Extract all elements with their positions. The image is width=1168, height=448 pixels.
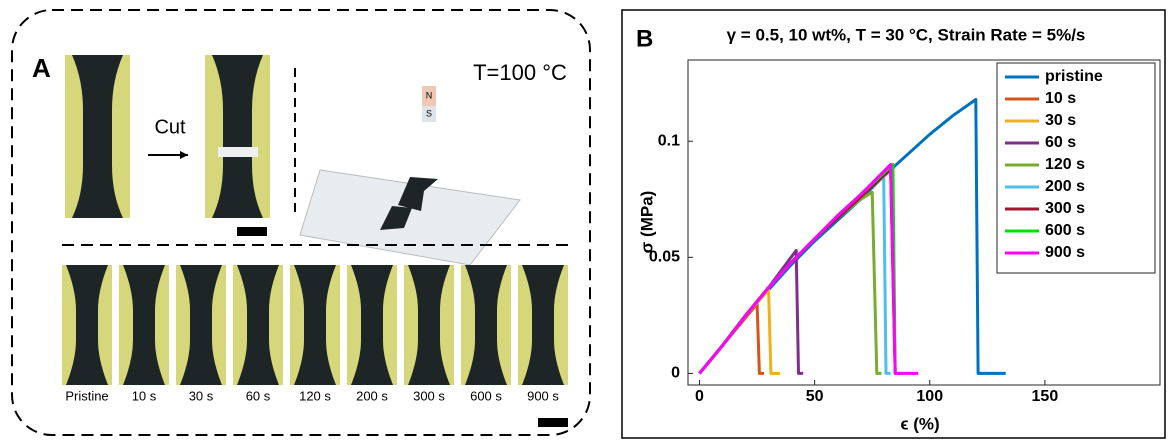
photo-label: Pristine [65, 388, 108, 403]
y-tick-label: 0 [671, 365, 680, 382]
magnet-illustration [299, 86, 521, 266]
photo-label: 10 s [132, 388, 157, 403]
specimen [237, 265, 279, 385]
panel-label: A [32, 53, 51, 83]
legend-label: 60 s [1045, 134, 1076, 151]
scale-bar [538, 418, 568, 427]
legend-label: 600 s [1045, 222, 1085, 239]
legend-label: 30 s [1045, 112, 1076, 129]
photo-label: 900 s [527, 388, 559, 403]
specimen [465, 265, 507, 385]
x-tick-label: 150 [1032, 388, 1059, 405]
legend-label: 900 s [1045, 244, 1085, 261]
temperature-label: T=100 °C [473, 60, 567, 85]
x-tick-label: 50 [806, 388, 824, 405]
photo-pristine-large [65, 55, 130, 218]
photo-label: 120 s [299, 388, 331, 403]
magnet-s: S [426, 108, 432, 118]
photo-label: 60 s [246, 388, 271, 403]
photo-row: Pristine 10 s 30 s 60 s 120 s 200 s 300 s 600 s… [62, 265, 568, 403]
chart-title: γ = 0.5, 10 wt%, T = 30 °C, Strain Rate … [727, 25, 1086, 44]
scale-bar [237, 227, 267, 236]
specimen [408, 265, 450, 385]
photo-label: 600 s [470, 388, 502, 403]
specimen [180, 265, 222, 385]
specimen [522, 265, 564, 385]
magnet-n: N [426, 90, 433, 100]
y-axis-label: σ (MPa) [637, 191, 656, 254]
line [698, 163, 919, 375]
legend-label: 300 s [1045, 200, 1085, 217]
photo-label: 30 s [189, 388, 214, 403]
specimen [351, 265, 393, 385]
panel-a-frame [11, 9, 591, 436]
x-tick-label: 0 [695, 388, 704, 405]
legend-label: 120 s [1045, 156, 1085, 173]
y-tick-label: 0.1 [658, 132, 680, 149]
specimen [66, 265, 108, 385]
photo-label: 200 s [356, 388, 388, 403]
legend-label: pristine [1045, 68, 1103, 85]
plot: 0 50 100 150 0 0.05 0.1 pristine 10 s 30 s 60 s 120… [649, 62, 1156, 405]
photo-label: 300 s [413, 388, 445, 403]
photo-cut [205, 55, 270, 218]
y-tick-label: 0.05 [649, 249, 680, 266]
legend-label: 10 s [1045, 90, 1076, 107]
legend-label: 200 s [1045, 178, 1085, 195]
specimen [123, 265, 165, 385]
specimen [294, 265, 336, 385]
cut-label: Cut [154, 116, 186, 138]
x-axis-label: ϵ (%) [900, 414, 939, 433]
x-tick-label: 100 [916, 388, 943, 405]
panel-b-frame [621, 9, 1166, 439]
panel-label: B [636, 25, 653, 52]
arrowhead [180, 151, 188, 159]
